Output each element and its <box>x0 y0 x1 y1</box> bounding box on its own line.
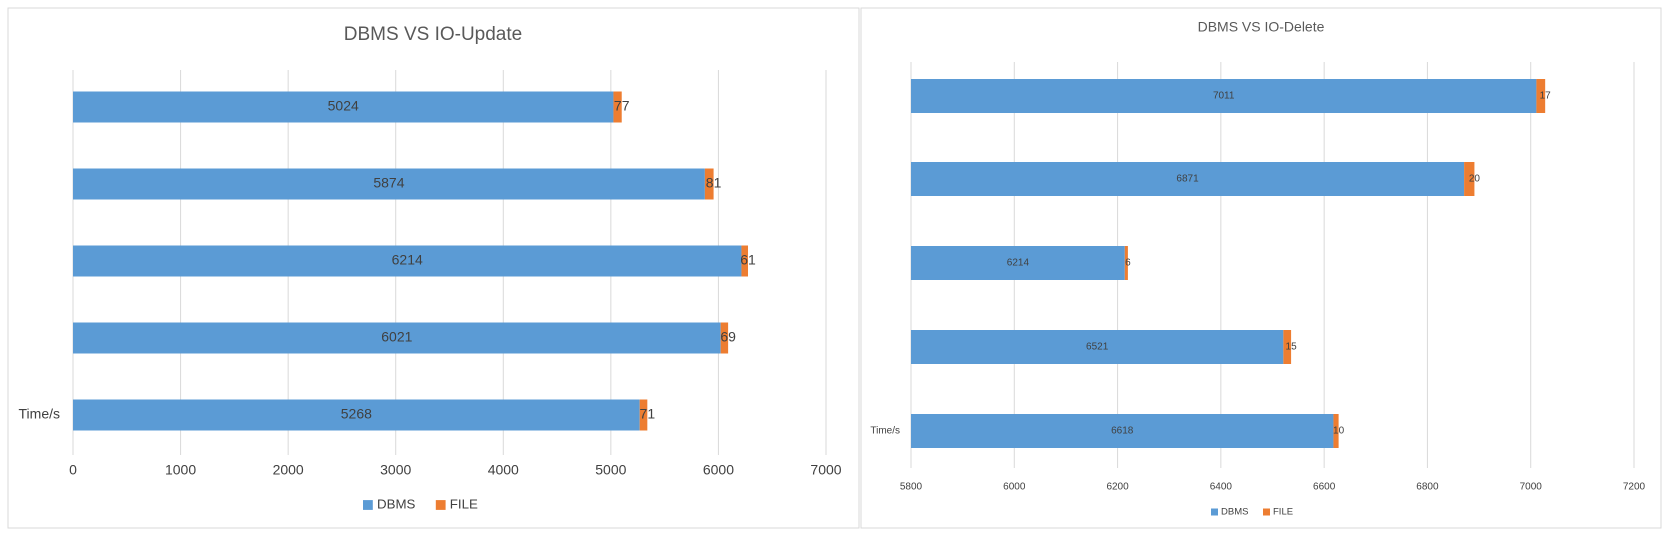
legend-label: FILE <box>450 497 478 512</box>
bar-segment <box>613 91 622 123</box>
bar-segment <box>73 322 721 354</box>
bar-segment <box>73 91 614 123</box>
data-label: 6214 <box>392 252 423 268</box>
data-label: 6521 <box>1086 342 1109 353</box>
data-label: 5268 <box>341 406 372 422</box>
x-tick-label: 0 <box>69 462 77 478</box>
x-tick-label: 4000 <box>488 462 519 478</box>
legend-label: DBMS <box>377 497 416 512</box>
legend-swatch <box>1211 508 1218 516</box>
bar-segment <box>73 399 640 431</box>
data-label: 77 <box>614 98 630 114</box>
legend-label: DBMS <box>1221 507 1248 518</box>
data-label: 81 <box>706 175 722 191</box>
data-label: 6871 <box>1176 174 1199 185</box>
x-tick-label: 7200 <box>1623 482 1646 493</box>
legend-swatch <box>1263 508 1270 516</box>
data-label: 6214 <box>1007 258 1030 269</box>
data-label: 7011 <box>1213 91 1235 102</box>
bar-segment <box>911 414 1334 448</box>
bar-segment <box>73 168 705 200</box>
bar-segment <box>639 399 648 431</box>
chart-title: DBMS VS IO-Update <box>344 24 522 45</box>
bar-segment <box>911 79 1537 113</box>
data-label: 6 <box>1125 258 1131 269</box>
x-tick-label: 6000 <box>703 462 734 478</box>
data-label: 17 <box>1540 91 1552 102</box>
x-tick-label: 6800 <box>1416 482 1439 493</box>
chart-title: DBMS VS IO-Delete <box>1198 19 1325 35</box>
x-tick-label: 7000 <box>1520 482 1543 493</box>
x-tick-label: 7000 <box>810 462 841 478</box>
bar-segment <box>704 168 714 200</box>
y-tick-label: Time/s <box>870 426 900 437</box>
legend-swatch <box>435 500 446 510</box>
x-tick-label: 5800 <box>900 482 923 493</box>
data-label: 5024 <box>328 98 359 114</box>
bar-segment <box>1536 79 1546 113</box>
x-tick-label: 2000 <box>273 462 304 478</box>
data-label: 61 <box>740 252 756 268</box>
bar-segment <box>741 245 749 277</box>
bar-segment <box>911 330 1284 364</box>
bar-segment <box>911 246 1125 280</box>
bar-segment <box>1333 414 1339 448</box>
x-tick-label: 1000 <box>165 462 196 478</box>
y-tick-label: Time/s <box>19 406 60 422</box>
bar-segment <box>1124 246 1128 280</box>
bar-segment <box>1464 162 1475 196</box>
legend-label: FILE <box>1273 507 1293 518</box>
data-label: 6618 <box>1111 426 1134 437</box>
x-tick-label: 6600 <box>1313 482 1336 493</box>
data-label: 20 <box>1469 174 1481 185</box>
data-label: 6021 <box>381 329 412 345</box>
x-tick-label: 3000 <box>380 462 411 478</box>
x-tick-label: 6400 <box>1210 482 1233 493</box>
data-label: 71 <box>640 406 656 422</box>
bar-segment <box>720 322 729 354</box>
legend-swatch <box>363 500 373 510</box>
bar-segment <box>1283 330 1292 364</box>
data-label: 15 <box>1286 342 1298 353</box>
bar-segment <box>911 162 1465 196</box>
data-label: 10 <box>1333 426 1345 437</box>
data-label: 69 <box>720 329 736 345</box>
x-tick-label: 6200 <box>1106 482 1129 493</box>
data-label: 5874 <box>373 175 404 191</box>
x-tick-label: 5000 <box>595 462 626 478</box>
x-tick-label: 6000 <box>1003 482 1026 493</box>
bar-segment <box>73 245 742 277</box>
